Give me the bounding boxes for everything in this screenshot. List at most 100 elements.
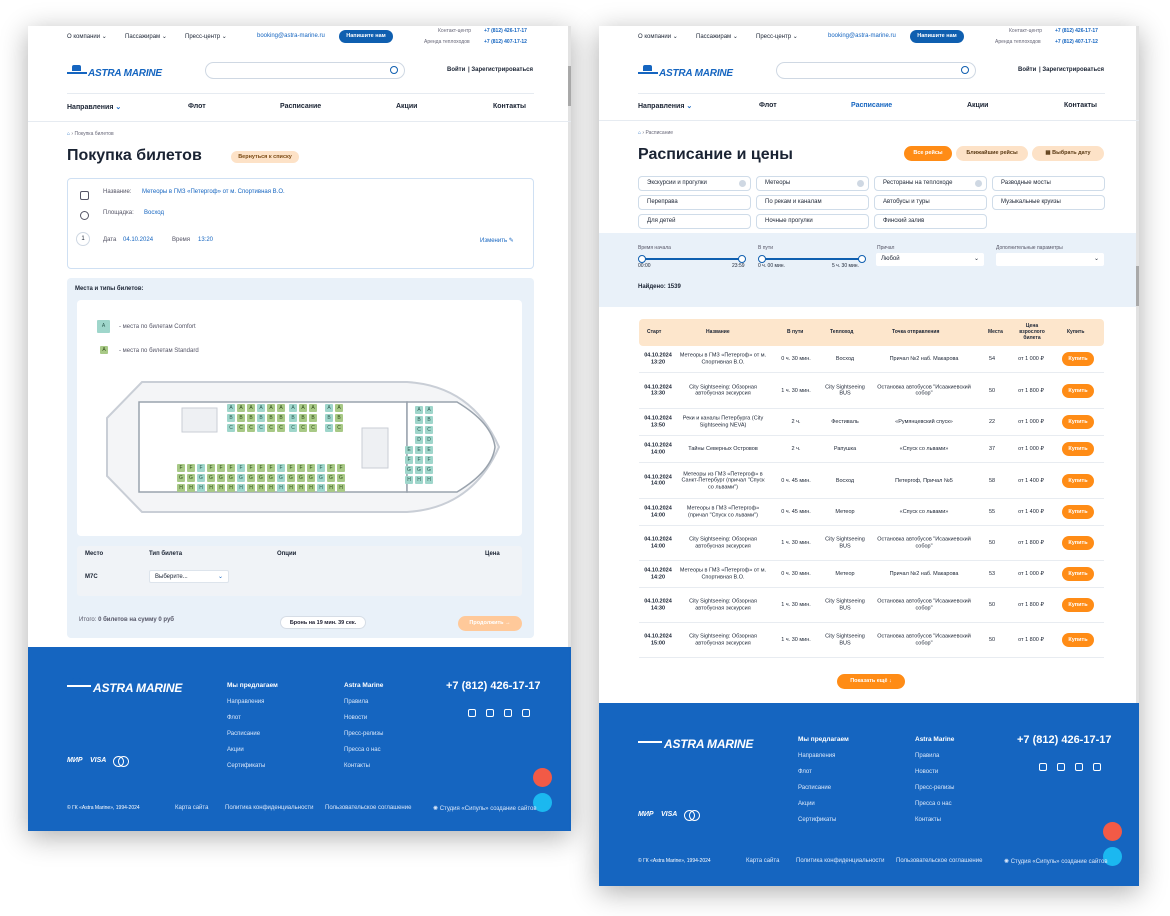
- phone-call-button[interactable]: [1103, 822, 1122, 841]
- menu-press[interactable]: Пресс-центр ⌄: [185, 34, 227, 40]
- seat[interactable]: A: [425, 406, 433, 414]
- seat[interactable]: H: [267, 484, 275, 492]
- tab-all-trips[interactable]: Все рейсы: [904, 146, 952, 161]
- seat[interactable]: C: [289, 424, 297, 432]
- terms-link[interactable]: Пользовательское соглашение: [896, 858, 983, 864]
- seat[interactable]: E: [425, 446, 433, 454]
- register-link[interactable]: | Зарегистрироваться: [1039, 67, 1105, 73]
- footer-link[interactable]: Пресса о нас: [344, 747, 381, 753]
- search-input[interactable]: [776, 62, 976, 79]
- tab-pick-date[interactable]: ▦ Выбрать дату: [1032, 146, 1104, 161]
- buy-button[interactable]: Купить: [1062, 415, 1094, 429]
- seat[interactable]: F: [337, 464, 345, 472]
- seat[interactable]: H: [277, 484, 285, 492]
- seat[interactable]: B: [289, 414, 297, 422]
- seat[interactable]: C: [335, 424, 343, 432]
- seat[interactable]: C: [247, 424, 255, 432]
- footer-link[interactable]: Новости: [915, 769, 939, 775]
- seat[interactable]: H: [317, 484, 325, 492]
- footer-phone[interactable]: +7 (812) 426-17-17: [1017, 734, 1112, 746]
- nav-contacts[interactable]: Контакты: [493, 103, 527, 110]
- seat[interactable]: B: [425, 416, 433, 424]
- nav-promos[interactable]: Акции: [967, 102, 989, 109]
- seat[interactable]: G: [337, 474, 345, 482]
- seat[interactable]: G: [307, 474, 315, 482]
- footer-link[interactable]: Правила: [344, 699, 369, 705]
- seat[interactable]: C: [299, 424, 307, 432]
- footer-link[interactable]: Правила: [915, 753, 940, 759]
- nav-contacts[interactable]: Контакты: [1064, 102, 1098, 109]
- seat[interactable]: F: [425, 456, 433, 464]
- seat[interactable]: B: [237, 414, 245, 422]
- menu-passengers[interactable]: Пассажирам ⌄: [125, 34, 167, 40]
- seat[interactable]: G: [197, 474, 205, 482]
- seat[interactable]: H: [237, 484, 245, 492]
- clear-icon[interactable]: [857, 180, 864, 187]
- buy-button[interactable]: Купить: [1062, 536, 1094, 550]
- seat[interactable]: B: [227, 414, 235, 422]
- email-link[interactable]: booking@astra-marine.ru: [828, 33, 896, 39]
- category-chip[interactable]: Музыкальные круизы: [992, 195, 1105, 210]
- search-icon[interactable]: [390, 66, 398, 74]
- edit-link[interactable]: Изменить ✎: [480, 238, 514, 244]
- seat[interactable]: B: [325, 414, 333, 422]
- seat[interactable]: F: [267, 464, 275, 472]
- scrollbar[interactable]: [1136, 26, 1139, 886]
- clear-icon[interactable]: [975, 180, 982, 187]
- nav-directions[interactable]: Направления ⌄: [638, 103, 693, 110]
- login-link[interactable]: Войти: [447, 67, 466, 73]
- seat[interactable]: C: [267, 424, 275, 432]
- seat[interactable]: F: [277, 464, 285, 472]
- seat[interactable]: F: [237, 464, 245, 472]
- seat[interactable]: F: [405, 456, 413, 464]
- rent-phone[interactable]: +7 (812) 407-17-12: [1055, 39, 1098, 45]
- chat-button[interactable]: [1103, 847, 1122, 866]
- continue-button[interactable]: Продолжить →: [458, 616, 522, 631]
- footer-link[interactable]: Направления: [227, 699, 265, 705]
- duration-slider[interactable]: [758, 255, 866, 263]
- seat[interactable]: A: [277, 404, 285, 412]
- buy-button[interactable]: Купить: [1062, 598, 1094, 612]
- rent-phone[interactable]: +7 (812) 407-17-12: [484, 39, 527, 45]
- seat[interactable]: B: [267, 414, 275, 422]
- seat[interactable]: F: [227, 464, 235, 472]
- pier-link[interactable]: Восход: [144, 210, 164, 216]
- seat[interactable]: H: [217, 484, 225, 492]
- category-chip[interactable]: Ночные прогулки: [756, 214, 869, 229]
- nav-promos[interactable]: Акции: [396, 103, 418, 110]
- seat[interactable]: F: [307, 464, 315, 472]
- seat[interactable]: G: [405, 466, 413, 474]
- seat[interactable]: H: [247, 484, 255, 492]
- privacy-link[interactable]: Политика конфиденциальности: [796, 858, 885, 864]
- seat[interactable]: F: [327, 464, 335, 472]
- social-icons[interactable]: [468, 704, 540, 722]
- seat[interactable]: D: [415, 436, 423, 444]
- logo[interactable]: ASTRA MARINE: [638, 65, 733, 79]
- footer-link[interactable]: Контакты: [915, 817, 941, 823]
- seat[interactable]: F: [287, 464, 295, 472]
- seat[interactable]: C: [227, 424, 235, 432]
- seat[interactable]: A: [227, 404, 235, 412]
- category-chip[interactable]: По рекам и каналам: [756, 195, 869, 210]
- studio-link[interactable]: ✺ Студия «Сипуль» создание сайтов: [1004, 859, 1108, 865]
- seat[interactable]: G: [327, 474, 335, 482]
- nav-directions[interactable]: Направления ⌄: [67, 104, 122, 111]
- terms-link[interactable]: Пользовательское соглашение: [325, 805, 412, 811]
- buy-button[interactable]: Купить: [1062, 352, 1094, 366]
- nav-schedule[interactable]: Расписание: [280, 103, 322, 110]
- start-time-slider[interactable]: [638, 255, 746, 263]
- seat[interactable]: F: [247, 464, 255, 472]
- footer-link[interactable]: Сертификаты: [227, 763, 266, 769]
- seat[interactable]: F: [197, 464, 205, 472]
- seat[interactable]: G: [267, 474, 275, 482]
- category-chip[interactable]: Метеоры: [756, 176, 869, 191]
- seat[interactable]: A: [257, 404, 265, 412]
- category-chip[interactable]: Для детей: [638, 214, 751, 229]
- chat-button[interactable]: [533, 793, 552, 812]
- seat[interactable]: F: [257, 464, 265, 472]
- seat[interactable]: A: [247, 404, 255, 412]
- nav-schedule[interactable]: Расписание: [851, 102, 893, 109]
- seat[interactable]: B: [309, 414, 317, 422]
- seat[interactable]: H: [207, 484, 215, 492]
- seat[interactable]: G: [217, 474, 225, 482]
